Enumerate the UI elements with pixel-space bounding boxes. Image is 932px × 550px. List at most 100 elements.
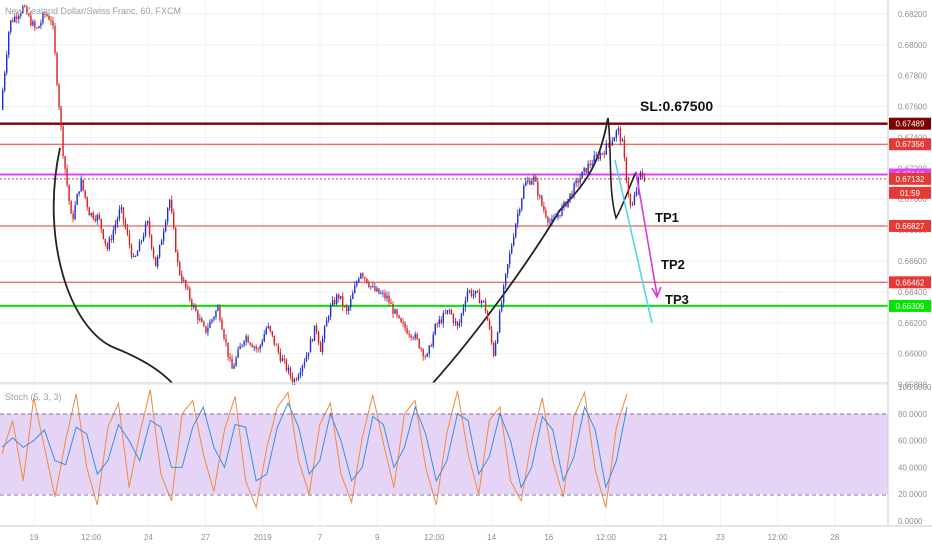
candle-body <box>116 218 119 225</box>
candle-body <box>446 310 449 314</box>
candle-body <box>166 208 169 222</box>
candle-body <box>199 318 201 320</box>
candle-body <box>142 235 145 241</box>
candle-body <box>609 144 611 146</box>
candle-body <box>617 128 620 131</box>
candle-body <box>525 181 527 186</box>
candle-body <box>565 201 567 207</box>
price-axis-background[interactable] <box>888 0 932 550</box>
candle-body <box>160 240 163 246</box>
candle-body <box>88 207 90 216</box>
candle-body <box>110 238 113 240</box>
candle-body <box>253 346 255 348</box>
candle-body <box>102 229 105 239</box>
candle-body <box>32 21 34 26</box>
candle-body <box>460 313 463 323</box>
candle-body <box>619 128 622 142</box>
candle-body <box>392 304 394 314</box>
candle-body <box>492 342 495 356</box>
candle-body <box>98 214 100 219</box>
candle-body <box>585 167 587 173</box>
candle-body <box>448 310 451 311</box>
candle-body <box>48 15 50 20</box>
candle-body <box>553 217 555 219</box>
candle-body <box>100 218 102 230</box>
candle-body <box>484 300 487 312</box>
candle-body <box>390 302 392 305</box>
candle-body <box>468 290 471 292</box>
time-tick-label: 9 <box>375 533 380 542</box>
level-label-text: 0.67489 <box>896 120 925 129</box>
candle-body <box>533 176 535 181</box>
candle-body <box>625 157 628 182</box>
time-tick-label: 7 <box>318 533 323 542</box>
candle-body <box>118 209 121 219</box>
time-tick-label: 12:00 <box>81 533 102 542</box>
candle-body <box>277 345 280 352</box>
candle-body <box>62 126 64 157</box>
candle-body <box>152 248 155 257</box>
candle-body <box>74 204 76 220</box>
candle-body <box>56 53 58 85</box>
candle-body <box>235 357 237 366</box>
candle-body <box>344 306 346 308</box>
candle-body <box>96 214 98 221</box>
candle-body <box>543 205 545 211</box>
time-tick-label: 12:00 <box>424 533 445 542</box>
candle-body <box>106 243 109 249</box>
candle-body <box>339 296 342 299</box>
candle-body <box>408 333 410 335</box>
price-tick-label: 0.66000 <box>898 350 927 359</box>
candle-body <box>175 227 177 253</box>
candle-body <box>325 320 328 327</box>
time-axis-ticks[interactable]: 19 12:00 24 27 2019 7 9 12:00 14 16 12:00 21 23 12:00… <box>30 533 840 542</box>
candle-body <box>70 201 72 214</box>
candle-body <box>444 313 447 314</box>
candle-body <box>541 195 543 206</box>
candle-body <box>60 106 62 127</box>
candle-body <box>42 13 44 23</box>
candle-body <box>420 348 422 350</box>
candle-body <box>504 273 507 286</box>
candle-body <box>2 90 4 110</box>
candle-body <box>193 305 195 307</box>
level-label-text: 0.67356 <box>896 140 925 149</box>
tp3-annotation: TP3 <box>665 292 689 307</box>
level-label-text: 0.67132 <box>896 175 925 184</box>
candle-body <box>273 335 276 345</box>
price-levels <box>0 122 888 307</box>
candle-body <box>394 309 396 314</box>
candle-body <box>283 358 286 360</box>
candle-body <box>215 310 217 318</box>
candle-body <box>519 209 521 214</box>
level-price-labels: 0.674890.673560.671600.671320.668270.664… <box>889 117 931 312</box>
candle-body <box>360 273 362 279</box>
candle-body <box>315 325 318 332</box>
candle-body <box>470 290 473 296</box>
candle-body <box>384 293 386 299</box>
candle-body <box>498 311 501 333</box>
candle-body <box>168 199 171 209</box>
candle-body <box>16 16 18 19</box>
candle-body <box>478 292 481 304</box>
candle-body <box>209 321 211 328</box>
candle-body <box>372 286 374 287</box>
candle-body <box>207 327 209 333</box>
candle-body <box>611 141 614 146</box>
candle-body <box>476 290 479 293</box>
candle-body <box>539 195 541 197</box>
time-tick-label: 12:00 <box>596 533 617 542</box>
candle-body <box>527 180 529 182</box>
candle-body <box>432 334 434 347</box>
candle-body <box>327 316 330 321</box>
time-tick-label: 2019 <box>254 533 272 542</box>
candle-body <box>34 21 36 28</box>
candle-body <box>92 212 94 219</box>
candle-body <box>50 19 52 22</box>
candle-body <box>281 358 284 362</box>
candle-body <box>567 198 569 207</box>
candle-body <box>370 286 372 287</box>
candle-body <box>126 227 129 235</box>
candle-body <box>342 296 344 307</box>
